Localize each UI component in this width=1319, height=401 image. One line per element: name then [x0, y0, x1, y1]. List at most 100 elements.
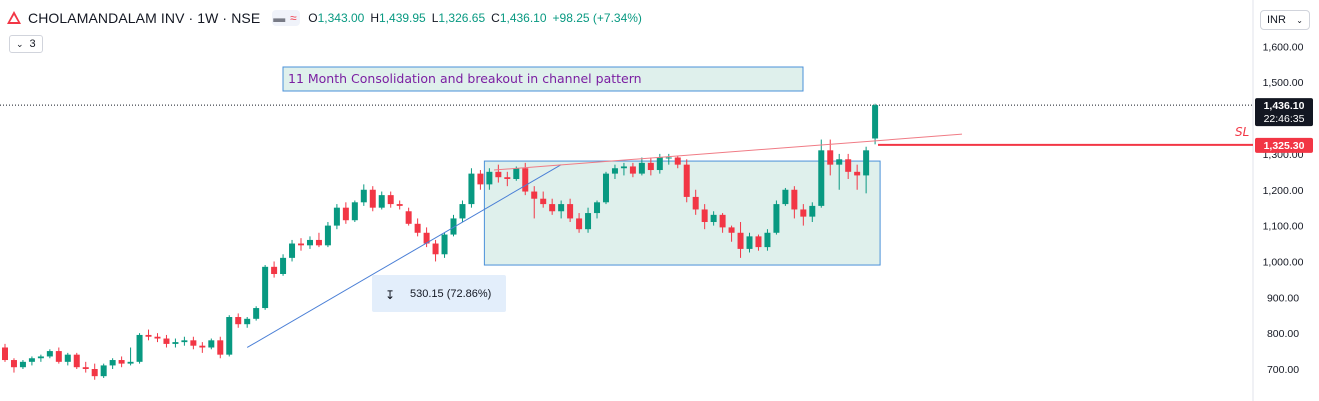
candle-body[interactable] [594, 202, 601, 214]
candle-body[interactable] [28, 358, 35, 362]
candle-body[interactable] [872, 105, 879, 139]
candle-body[interactable] [863, 150, 870, 176]
candle-body[interactable] [208, 340, 215, 348]
candle-body[interactable] [602, 173, 609, 203]
candle-body[interactable] [423, 232, 430, 244]
candle-body[interactable] [369, 189, 376, 208]
candle-body[interactable] [845, 159, 852, 172]
candle-body[interactable] [495, 171, 502, 178]
candle-body[interactable] [504, 177, 511, 179]
chart-mode-pill[interactable]: ▬ ≈ [272, 10, 301, 26]
candle-body[interactable] [567, 204, 574, 219]
candle-body[interactable] [719, 214, 726, 228]
candle-body[interactable] [773, 204, 780, 233]
candle-body[interactable] [306, 239, 313, 246]
candle-body[interactable] [315, 239, 322, 246]
symbol-title[interactable]: CHOLAMANDALAM INV · 1W · NSE [28, 10, 261, 26]
candle-body[interactable] [755, 236, 762, 248]
candle-body[interactable] [836, 159, 843, 165]
candle-body[interactable] [486, 171, 493, 185]
candle-body[interactable] [585, 213, 592, 230]
candle-body[interactable] [827, 150, 834, 165]
candle-body[interactable] [73, 354, 80, 368]
candle-body[interactable] [854, 171, 861, 176]
currency-select[interactable]: INR ⌄ [1260, 10, 1310, 30]
candle-body[interactable] [692, 196, 699, 210]
candle-body[interactable] [91, 369, 98, 377]
candle-body[interactable] [782, 189, 789, 205]
candle-body[interactable] [638, 162, 645, 174]
candle-body[interactable] [737, 232, 744, 249]
candle-body[interactable] [396, 204, 403, 206]
candle-body[interactable] [55, 351, 62, 362]
candle-body[interactable] [289, 243, 296, 258]
candle-body[interactable] [468, 173, 475, 205]
candle-body[interactable] [163, 338, 170, 344]
candle-body[interactable] [620, 166, 627, 169]
candle-body[interactable] [674, 157, 681, 165]
candle-body[interactable] [2, 347, 8, 361]
candle-body[interactable] [629, 166, 636, 174]
candle-body[interactable] [280, 257, 287, 274]
candle-body[interactable] [235, 317, 242, 325]
candle-body[interactable] [154, 336, 161, 339]
trend-line[interactable] [246, 164, 562, 348]
candle-body[interactable] [450, 218, 457, 235]
candle-body[interactable] [656, 157, 663, 171]
candle-body[interactable] [127, 361, 134, 364]
candle-body[interactable] [262, 266, 269, 309]
candle-body[interactable] [360, 189, 367, 203]
candle-body[interactable] [764, 232, 771, 248]
candle-body[interactable] [818, 150, 825, 206]
candle-body[interactable] [611, 168, 618, 174]
candle-body[interactable] [333, 207, 340, 226]
candle-body[interactable] [136, 334, 143, 362]
candle-body[interactable] [82, 367, 89, 369]
candle-body[interactable] [109, 360, 116, 366]
candle-body[interactable] [746, 236, 753, 249]
candle-body[interactable] [19, 361, 26, 368]
candle-body[interactable] [647, 162, 654, 171]
candle-body[interactable] [791, 189, 798, 210]
candle-body[interactable] [172, 342, 179, 344]
candle-body[interactable] [441, 234, 448, 255]
candle-body[interactable] [477, 173, 484, 185]
measure-box[interactable] [372, 275, 506, 312]
candle-body[interactable] [405, 211, 412, 224]
candle-body[interactable] [298, 243, 305, 246]
candle-body[interactable] [414, 223, 421, 233]
candle-body[interactable] [710, 214, 717, 223]
candle-body[interactable] [253, 308, 260, 319]
candle-body[interactable] [459, 204, 466, 219]
candle-body[interactable] [64, 354, 71, 362]
candle-body[interactable] [244, 318, 251, 325]
candle-body[interactable] [558, 204, 565, 212]
candle-body[interactable] [701, 209, 708, 223]
candle-body[interactable] [387, 195, 394, 205]
approx-icon[interactable]: ≈ [289, 11, 297, 25]
candle-body[interactable] [728, 227, 735, 233]
candle-body[interactable] [432, 243, 439, 255]
candle-body[interactable] [181, 340, 188, 343]
candle-body[interactable] [531, 191, 538, 199]
candle-body[interactable] [576, 218, 583, 230]
candle-body[interactable] [351, 202, 358, 221]
candle-body[interactable] [118, 360, 125, 364]
candle-body[interactable] [800, 209, 807, 217]
candle-body[interactable] [540, 198, 547, 205]
candle-body[interactable] [190, 340, 197, 346]
candle-body[interactable] [199, 345, 206, 348]
candle-body[interactable] [226, 317, 233, 355]
candle-body[interactable] [809, 205, 816, 217]
candle-body[interactable] [665, 157, 672, 159]
indicators-toggle[interactable]: ⌄ 3 [9, 35, 43, 53]
candle-body[interactable] [513, 168, 520, 179]
candle-body[interactable] [217, 340, 224, 355]
candle-body[interactable] [378, 195, 385, 208]
candle-body[interactable] [549, 204, 556, 212]
candle-body[interactable] [37, 356, 44, 359]
candle-body[interactable] [342, 207, 349, 221]
note-box[interactable] [282, 66, 804, 92]
candle-body[interactable] [145, 334, 152, 337]
